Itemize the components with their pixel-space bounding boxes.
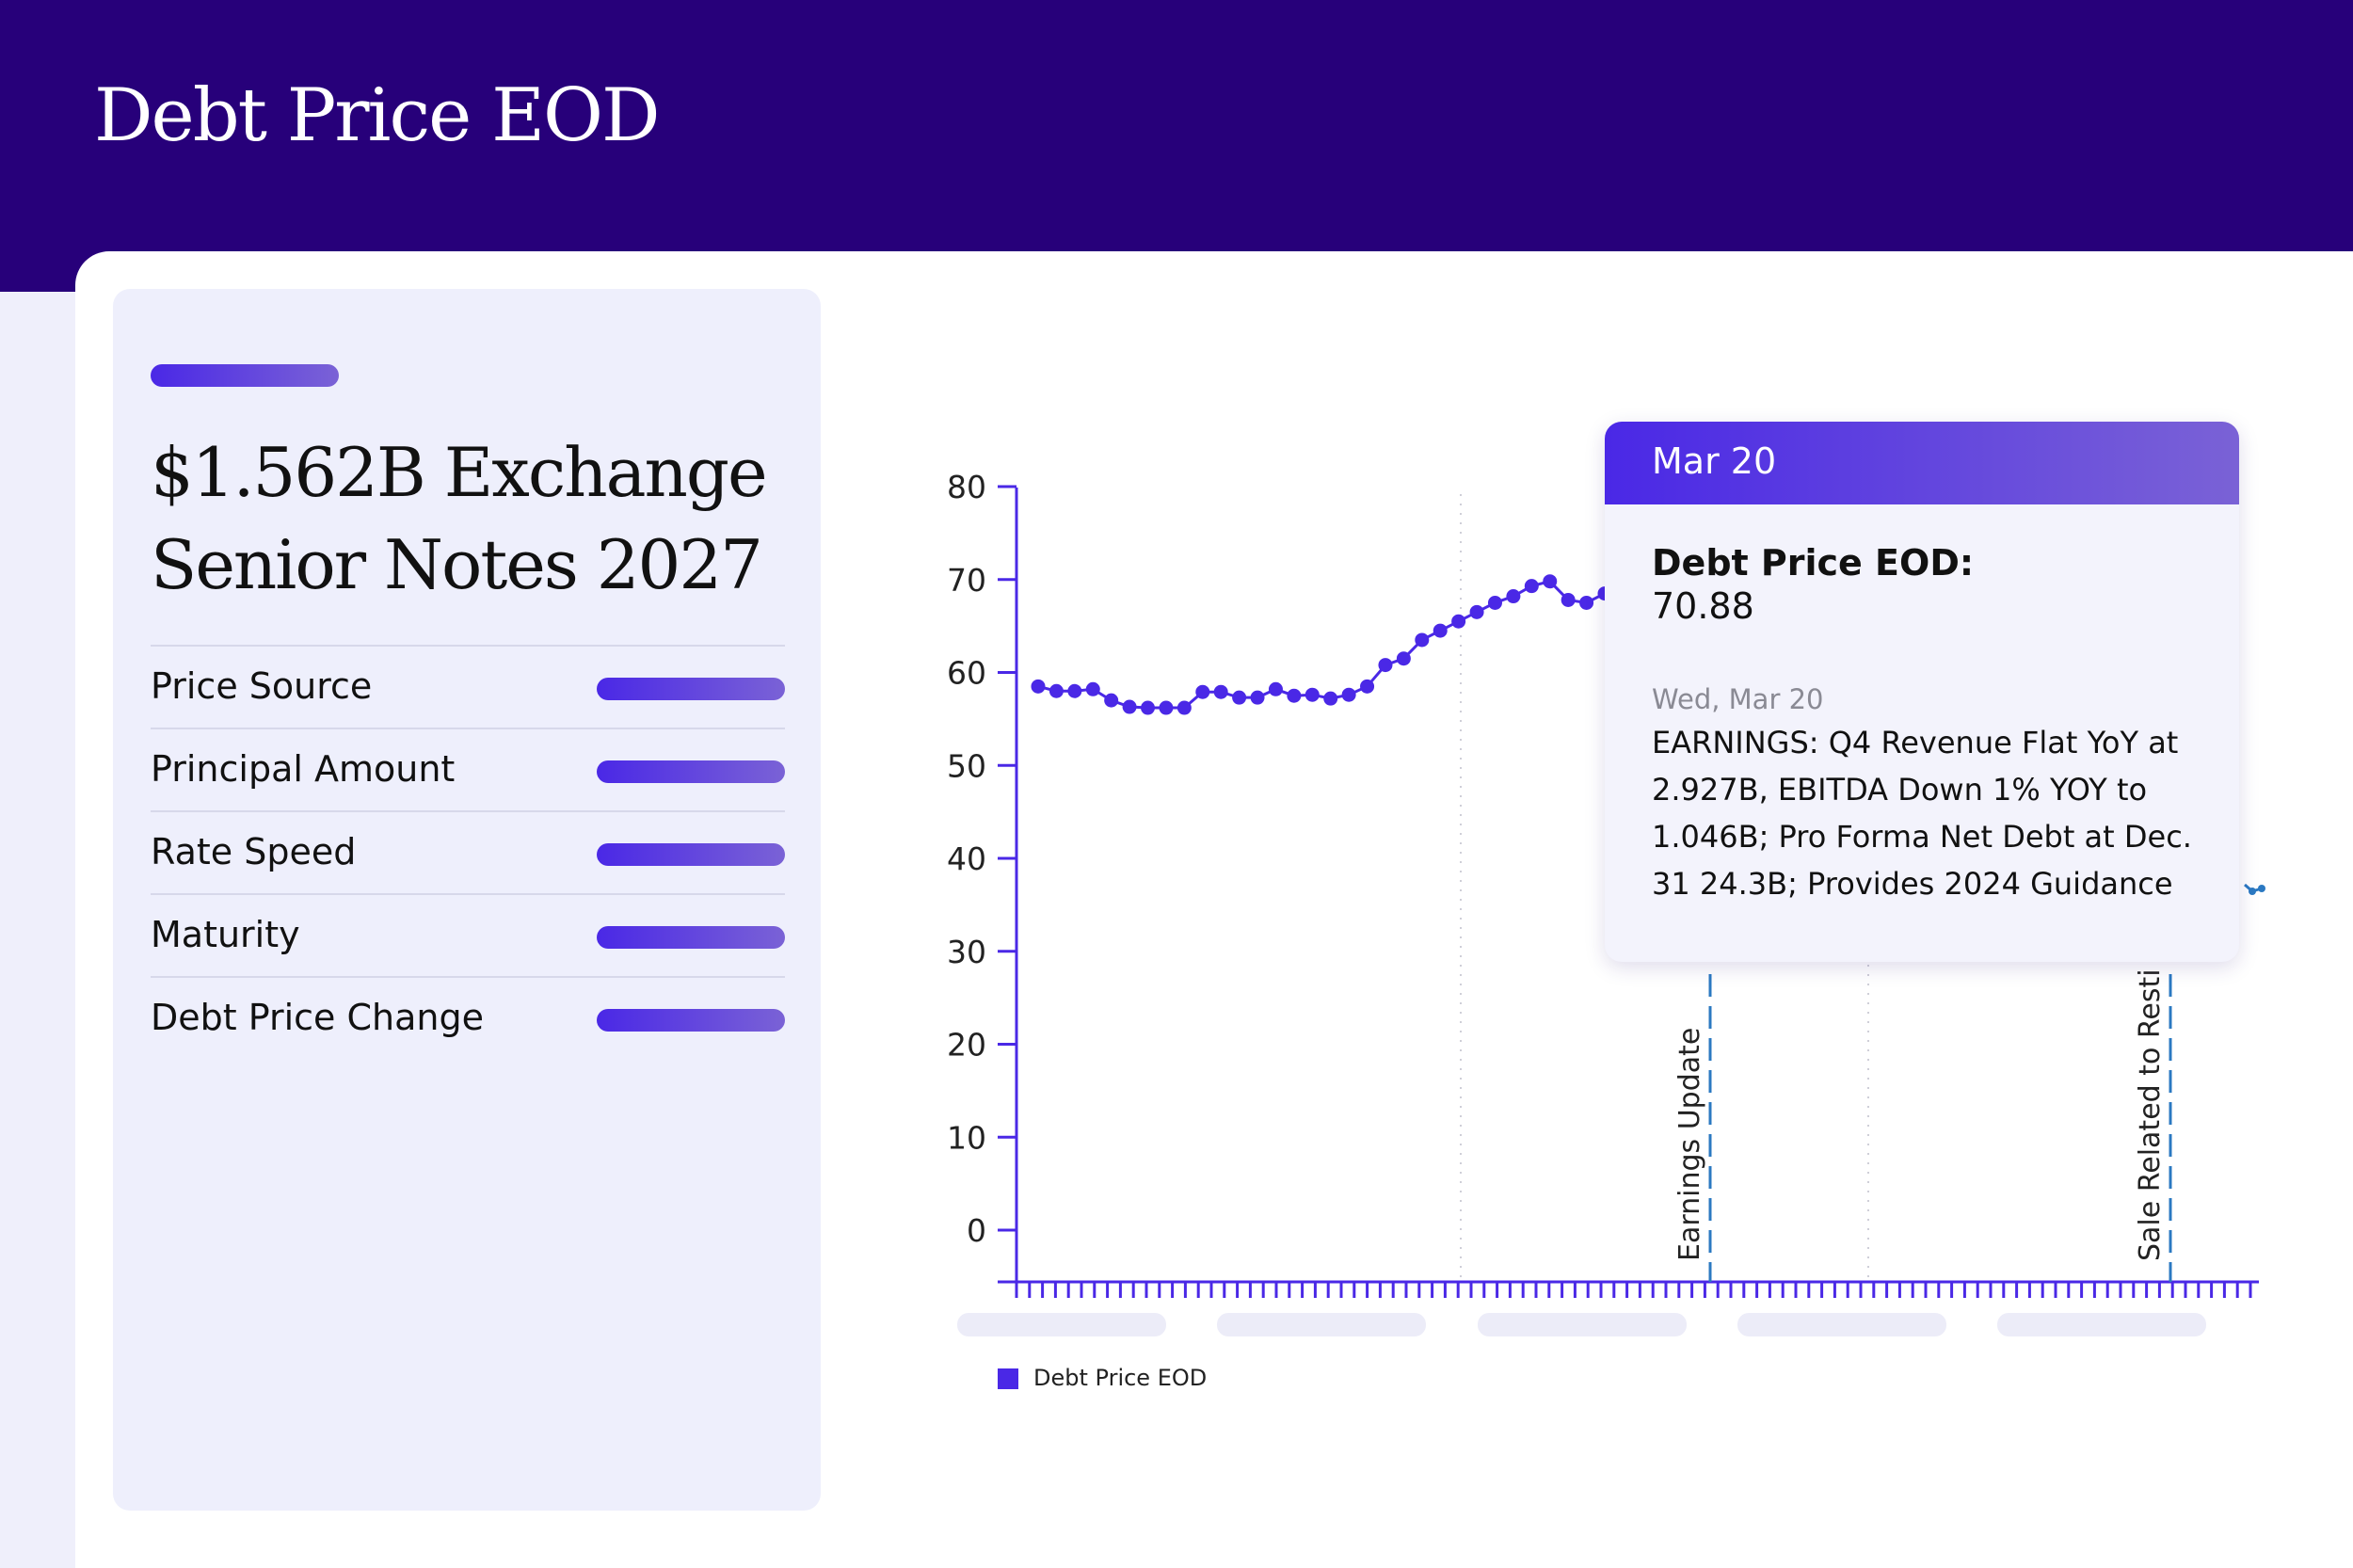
tooltip-header: Mar 20 [1605,422,2239,504]
attribute-label: Rate Speed [151,831,357,872]
legend-swatch [998,1368,1018,1389]
data-point [1213,684,1228,699]
data-point [1048,683,1064,698]
data-point [1341,687,1356,702]
x-label-placeholder [1217,1313,1426,1336]
attribute-list: Price Source Principal Amount Rate Speed… [151,645,785,1059]
event-markers: Earnings Update Sale Related to Resti [1673,968,2172,1282]
data-point [1287,688,1302,703]
data-point [1451,614,1466,629]
data-point [1415,632,1430,648]
page-title: Debt Price EOD [94,73,661,158]
event-label: Sale Related to Resti [2134,968,2167,1261]
attribute-value-placeholder [597,843,785,866]
attribute-value-placeholder [597,760,785,783]
x-axis [998,1280,2259,1298]
details-panel: $1.562B Exchange Senior Notes 2027 Price… [113,289,821,1511]
x-label-placeholder [1737,1313,1946,1336]
data-point [1561,592,1576,607]
tooltip-metric-value: 70.88 [1652,585,1754,627]
y-tick-label: 40 [947,840,986,877]
data-point [1487,595,1502,610]
page-header: Debt Price EOD [0,0,2353,292]
chart-tooltip: Mar 20 Debt Price EOD: 70.88 Wed, Mar 20… [1605,422,2239,962]
x-axis-label-placeholders [957,1313,2206,1336]
legend-label: Debt Price EOD [1033,1365,1208,1391]
y-tick-label: 60 [947,655,986,692]
y-tick-label: 50 [947,747,986,784]
data-point [1195,684,1210,699]
data-point [1141,700,1156,715]
note-title: $1.562B Exchange Senior Notes 2027 [151,433,768,604]
data-point [1433,623,1448,638]
series-line [1037,580,1606,710]
attribute-row-debt-price-change: Debt Price Change [151,976,785,1059]
data-point [1469,604,1484,619]
y-tick-label: 30 [947,934,986,970]
attribute-label: Debt Price Change [151,997,485,1038]
data-point [1250,690,1265,705]
attribute-row-rate-speed: Rate Speed [151,810,785,893]
data-point [1396,651,1411,666]
data-point [1031,679,1046,694]
data-point [1085,681,1100,696]
attribute-label: Price Source [151,665,373,707]
y-tick-label: 20 [947,1027,986,1064]
data-point [1506,589,1521,604]
data-point [1323,691,1338,706]
tooltip-metric-label: Debt Price EOD: [1652,542,1975,584]
data-point [1268,681,1283,696]
x-label-placeholder [1997,1313,2206,1336]
data-point [1305,687,1320,702]
data-point [1067,683,1082,698]
data-point [1232,690,1247,705]
series-debt-price-eod [1031,574,2265,895]
attribute-value-placeholder [597,926,785,949]
y-tick-label: 70 [947,562,986,599]
title-placeholder-bar [151,364,339,387]
y-tick-label: 0 [967,1212,986,1249]
tooltip-event-text: EARNINGS: Q4 Revenue Flat YoY at 2.927B,… [1652,725,2192,902]
x-label-placeholder [1478,1313,1687,1336]
data-point [1122,699,1137,714]
data-point [2258,885,2265,892]
event-label: Earnings Update [1673,1028,1706,1261]
attribute-row-principal-amount: Principal Amount [151,728,785,810]
tooltip-date: Mar 20 [1652,440,1777,482]
data-point [1524,579,1539,594]
x-label-placeholder [957,1313,1166,1336]
attribute-value-placeholder [597,678,785,700]
y-tick-label: 80 [947,469,986,505]
data-point [1104,693,1119,708]
attribute-row-price-source: Price Source [151,645,785,728]
data-point [1378,658,1393,673]
attribute-value-placeholder [597,1009,785,1032]
attribute-label: Maturity [151,914,300,955]
data-point [1579,595,1594,610]
data-point [2249,888,2256,895]
data-point [1543,574,1558,589]
data-point [1360,679,1375,694]
attribute-label: Principal Amount [151,748,456,790]
data-point [1159,700,1174,715]
y-axis: 80 70 60 50 40 30 20 10 0 [947,469,1018,1282]
y-tick-label: 10 [947,1119,986,1156]
attribute-row-maturity: Maturity [151,893,785,976]
data-point [1176,700,1192,715]
tooltip-event-date: Wed, Mar 20 [1652,683,1824,715]
